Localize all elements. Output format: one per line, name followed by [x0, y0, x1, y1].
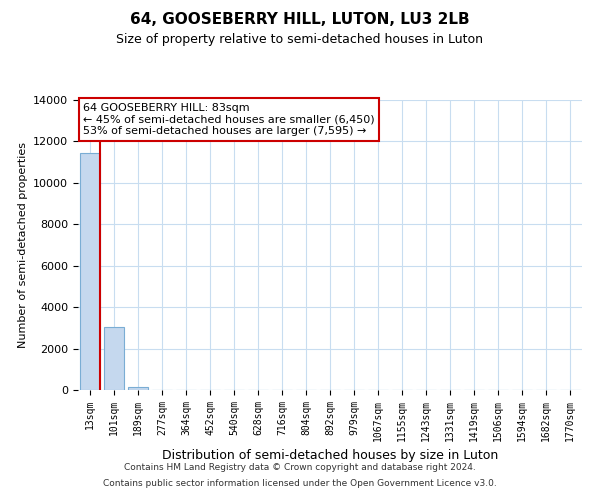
Text: 64, GOOSEBERRY HILL, LUTON, LU3 2LB: 64, GOOSEBERRY HILL, LUTON, LU3 2LB [130, 12, 470, 28]
Bar [128, 388, 148, 390]
X-axis label: Distribution of semi-detached houses by size in Luton: Distribution of semi-detached houses by … [162, 449, 498, 462]
Bar [104, 327, 124, 390]
Text: Contains HM Land Registry data © Crown copyright and database right 2024.: Contains HM Land Registry data © Crown c… [124, 464, 476, 472]
Text: Contains public sector information licensed under the Open Government Licence v3: Contains public sector information licen… [103, 478, 497, 488]
Text: Size of property relative to semi-detached houses in Luton: Size of property relative to semi-detach… [116, 32, 484, 46]
Text: 64 GOOSEBERRY HILL: 83sqm
← 45% of semi-detached houses are smaller (6,450)
53% : 64 GOOSEBERRY HILL: 83sqm ← 45% of semi-… [83, 103, 374, 136]
Bar [80, 153, 100, 390]
Y-axis label: Number of semi-detached properties: Number of semi-detached properties [17, 142, 28, 348]
